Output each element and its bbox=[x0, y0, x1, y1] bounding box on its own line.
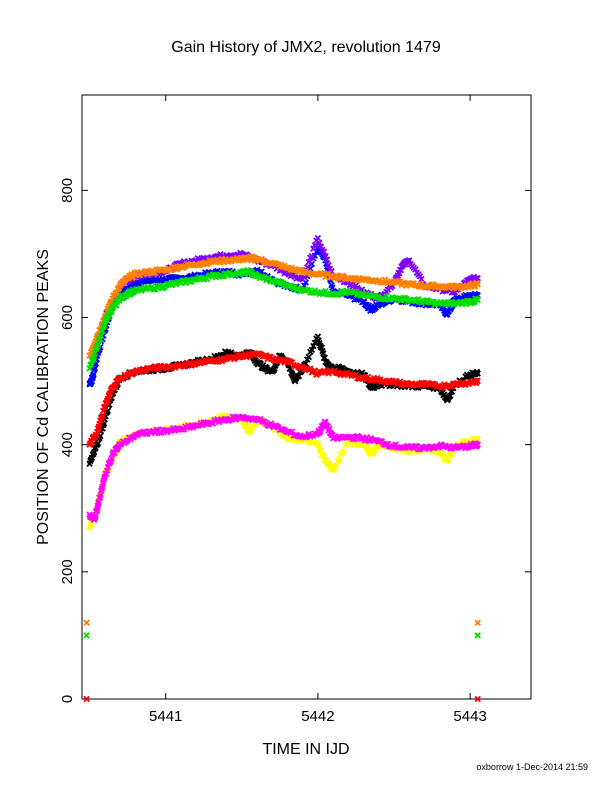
data-points bbox=[83, 234, 481, 703]
data-point bbox=[94, 342, 102, 349]
data-point bbox=[474, 370, 481, 377]
data-point bbox=[314, 234, 322, 242]
plot-frame bbox=[81, 94, 532, 700]
x-tick-label: 5442 bbox=[301, 708, 334, 725]
data-point bbox=[83, 632, 90, 639]
y-tick-label: 600 bbox=[59, 305, 76, 330]
data-point bbox=[474, 281, 481, 288]
y-tick-label: 0 bbox=[59, 695, 76, 703]
data-point bbox=[311, 241, 319, 249]
data-point bbox=[325, 261, 332, 269]
data-point bbox=[474, 441, 481, 448]
data-point bbox=[474, 632, 481, 639]
data-point bbox=[323, 256, 331, 263]
x-axis-label: TIME IN IJD bbox=[262, 741, 349, 758]
data-point bbox=[418, 275, 425, 283]
y-axis-label: POSITION OF Cd CALIBRATION PEAKS bbox=[35, 249, 52, 545]
data-point bbox=[445, 456, 453, 463]
y-tick-label: 800 bbox=[59, 178, 76, 203]
x-tick-label: 5443 bbox=[453, 708, 486, 725]
data-point bbox=[316, 239, 323, 247]
series-5 bbox=[83, 349, 481, 703]
data-point bbox=[83, 619, 90, 626]
data-point bbox=[305, 258, 313, 266]
data-point bbox=[320, 248, 328, 255]
data-point bbox=[406, 257, 413, 264]
series-2 bbox=[83, 253, 481, 626]
data-point bbox=[340, 447, 348, 455]
x-tick-label: 5441 bbox=[149, 708, 182, 725]
data-point bbox=[83, 695, 90, 703]
data-point bbox=[310, 342, 317, 350]
data-point bbox=[474, 377, 481, 385]
data-point bbox=[320, 350, 327, 357]
data-point bbox=[335, 456, 343, 463]
data-point bbox=[304, 264, 311, 271]
data-point bbox=[308, 346, 316, 354]
data-point bbox=[474, 274, 481, 282]
data-point bbox=[308, 252, 316, 260]
data-point bbox=[474, 296, 481, 303]
series-7 bbox=[86, 413, 481, 523]
data-point bbox=[238, 352, 246, 359]
y-tick-label: 200 bbox=[59, 559, 76, 584]
data-point bbox=[474, 619, 481, 626]
data-point bbox=[99, 412, 106, 419]
footer-stamp: oxborrow 1-Dec-2014 21:59 bbox=[476, 762, 588, 772]
data-point bbox=[317, 243, 325, 250]
y-tick-label: 400 bbox=[59, 432, 76, 457]
data-point bbox=[474, 695, 481, 703]
data-point bbox=[305, 353, 313, 361]
axis-ticks: 5441 5442 5443 0 200 400 600 800 bbox=[59, 95, 531, 725]
data-point bbox=[332, 462, 340, 470]
data-point bbox=[170, 279, 177, 286]
chart-title: Gain History of JMX2, revolution 1479 bbox=[171, 39, 441, 56]
data-point bbox=[97, 332, 105, 340]
data-point bbox=[310, 245, 317, 252]
series-3 bbox=[83, 267, 481, 639]
